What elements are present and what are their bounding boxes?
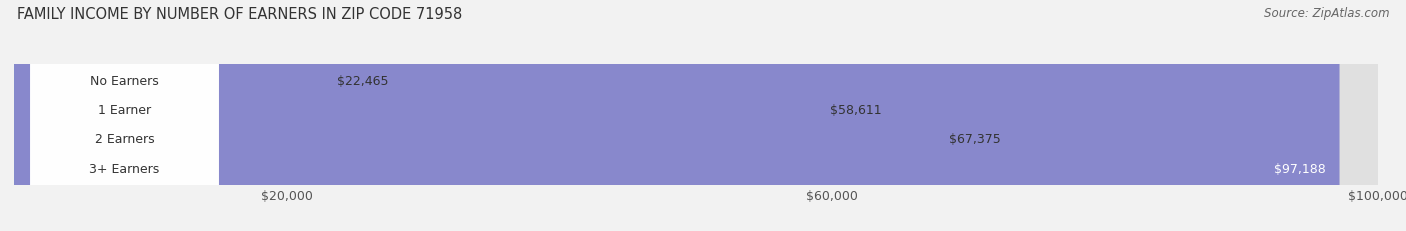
FancyBboxPatch shape [14, 0, 934, 231]
FancyBboxPatch shape [31, 0, 219, 231]
Text: $97,188: $97,188 [1274, 162, 1326, 175]
FancyBboxPatch shape [14, 0, 1378, 231]
Text: $58,611: $58,611 [830, 104, 882, 117]
FancyBboxPatch shape [31, 0, 219, 231]
FancyBboxPatch shape [14, 0, 1378, 231]
Text: FAMILY INCOME BY NUMBER OF EARNERS IN ZIP CODE 71958: FAMILY INCOME BY NUMBER OF EARNERS IN ZI… [17, 7, 463, 22]
Text: $67,375: $67,375 [949, 133, 1001, 146]
Text: 1 Earner: 1 Earner [98, 104, 150, 117]
Text: 3+ Earners: 3+ Earners [90, 162, 160, 175]
FancyBboxPatch shape [31, 0, 219, 231]
FancyBboxPatch shape [14, 0, 1378, 231]
FancyBboxPatch shape [14, 0, 814, 231]
FancyBboxPatch shape [14, 0, 1378, 231]
FancyBboxPatch shape [14, 0, 1340, 231]
FancyBboxPatch shape [31, 0, 219, 231]
Text: No Earners: No Earners [90, 74, 159, 87]
Text: $22,465: $22,465 [337, 74, 388, 87]
Text: 2 Earners: 2 Earners [94, 133, 155, 146]
FancyBboxPatch shape [14, 0, 321, 231]
Text: Source: ZipAtlas.com: Source: ZipAtlas.com [1264, 7, 1389, 20]
